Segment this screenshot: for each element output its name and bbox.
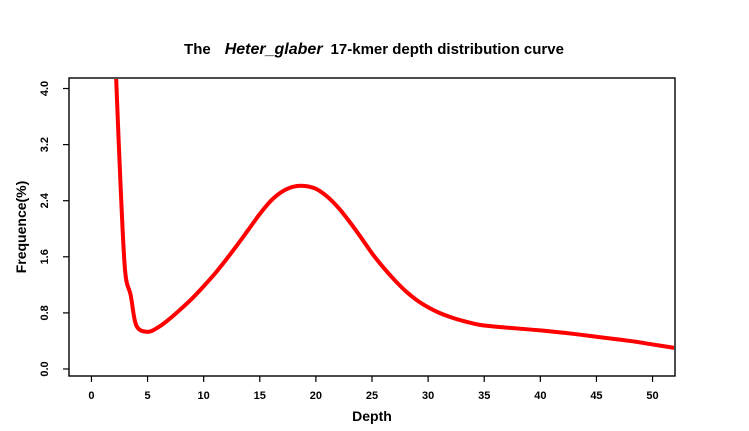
y-tick-label: 1.6 (39, 249, 51, 264)
x-tick-label: 45 (590, 390, 602, 402)
x-tick-label: 20 (310, 390, 322, 402)
plot-frame (68, 77, 676, 377)
depth-curve-line (114, 79, 674, 350)
x-tick-label: 5 (144, 390, 150, 402)
x-tick-label: 0 (88, 390, 94, 402)
x-tick-label: 40 (534, 390, 546, 402)
y-tick-label: 0.0 (39, 361, 51, 376)
y-tick-label: 3.2 (39, 137, 51, 152)
x-tick-label: 35 (478, 390, 490, 402)
x-tick-label: 50 (646, 390, 658, 402)
x-tick-label: 30 (422, 390, 434, 402)
y-tick-label: 0.8 (39, 305, 51, 320)
chart-title-species: Heter_glaber (225, 41, 324, 58)
chart-title-suffix: 17-kmer depth distribution curve (331, 41, 564, 58)
x-axis: 0 5 10 15 20 25 30 35 40 45 50 (88, 376, 659, 402)
x-axis-title: Depth (352, 408, 392, 424)
x-tick-label: 15 (254, 390, 266, 402)
y-axis-title: Frequence(%) (13, 181, 29, 274)
chart-title: The Heter_glaber 17-kmer depth distributio… (184, 41, 564, 58)
x-tick-label: 25 (366, 390, 378, 402)
x-tick-label: 10 (198, 390, 210, 402)
series-layer (114, 79, 674, 350)
y-tick-label: 4.0 (39, 81, 51, 96)
y-tick-label: 2.4 (39, 192, 51, 208)
y-axis: 0.0 0.8 1.6 2.4 3.2 4.0 (39, 81, 69, 377)
chart-title-prefix: The (184, 41, 211, 58)
